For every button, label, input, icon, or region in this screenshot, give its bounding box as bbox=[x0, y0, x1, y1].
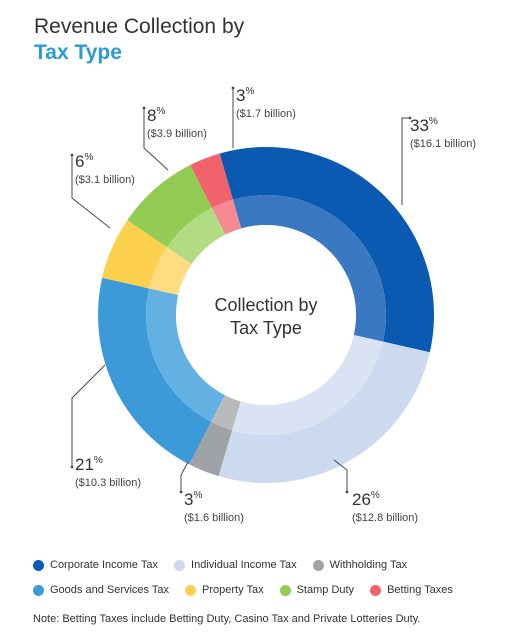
legend-label-corporate-income-tax: Corporate Income Tax bbox=[50, 559, 159, 571]
chart-title-line-1: Revenue Collection by bbox=[34, 15, 245, 38]
donut-slice-goods-and-services-tax bbox=[98, 277, 212, 465]
slice-label-stamp-duty: 8% ($3.9 billion) bbox=[147, 106, 207, 141]
slice-pct-withholding-tax: 3% bbox=[184, 490, 203, 509]
leader-dot-corporate-income-tax bbox=[408, 116, 412, 120]
legend-swatch-individual-income-tax bbox=[174, 559, 186, 571]
leader-dot-betting-taxes bbox=[231, 86, 235, 90]
slice-pct-corporate-income-tax: 33% bbox=[410, 116, 438, 135]
donut-slice-betting-taxes bbox=[190, 153, 233, 208]
donut-inner-slice-stamp-duty bbox=[166, 207, 226, 265]
legend-item-withholding-tax: Withholding Tax bbox=[312, 559, 408, 571]
donut-inner-slice-withholding-tax bbox=[211, 395, 241, 431]
donut-slice-corporate-income-tax bbox=[219, 147, 435, 353]
leader-lines bbox=[70, 86, 412, 494]
slice-pct-property-tax: 6% bbox=[75, 152, 94, 171]
legend-item-individual-income-tax: Individual Income Tax bbox=[174, 559, 297, 571]
legend-label-property-tax: Property Tax bbox=[202, 584, 264, 596]
legend-item-corporate-income-tax: Corporate Income Tax bbox=[33, 559, 158, 571]
legend-swatch-stamp-duty bbox=[279, 584, 291, 596]
donut-inner-slice-betting-taxes bbox=[211, 199, 242, 235]
legend-swatch-withholding-tax bbox=[312, 559, 324, 571]
donut-slice-individual-income-tax bbox=[218, 341, 430, 483]
legend-row-1: Corporate Income Tax Individual Income T… bbox=[33, 559, 503, 571]
donut-inner-slice-goods-and-services-tax bbox=[146, 288, 225, 422]
slice-label-goods-and-services-tax: 21% ($10.3 billion) bbox=[75, 455, 141, 490]
donut-outer-ring bbox=[98, 147, 435, 483]
slice-pct-stamp-duty: 8% bbox=[147, 106, 166, 125]
slice-label-withholding-tax: 3% ($1.6 billion) bbox=[184, 490, 244, 525]
leader-line-withholding-tax bbox=[180, 461, 189, 492]
slice-amount-goods-and-services-tax: ($10.3 billion) bbox=[75, 477, 142, 490]
leader-dot-individual-income-tax bbox=[345, 490, 349, 494]
donut-slice-withholding-tax bbox=[189, 421, 233, 477]
slice-pct-individual-income-tax: 26% bbox=[352, 490, 380, 509]
center-label-line-1: Collection by bbox=[214, 295, 317, 315]
slice-amount-corporate-income-tax: ($16.1 billion) bbox=[410, 138, 477, 151]
leader-line-property-tax bbox=[71, 155, 111, 229]
slice-amount-property-tax: ($3.1 billion) bbox=[75, 174, 135, 187]
leader-dot-stamp-duty bbox=[142, 106, 146, 110]
slice-label-betting-taxes: 3% ($1.7 billion) bbox=[236, 86, 296, 121]
slice-label-individual-income-tax: 26% ($12.8 billion) bbox=[352, 490, 418, 525]
legend-label-withholding-tax: Withholding Tax bbox=[329, 559, 408, 571]
donut-inner-ring bbox=[146, 195, 386, 435]
legend-swatch-property-tax bbox=[185, 584, 197, 596]
donut-inner-slice-corporate-income-tax bbox=[232, 195, 386, 342]
chart-title: Revenue Collection by Tax Type bbox=[34, 14, 244, 66]
slice-amount-individual-income-tax: ($12.8 billion) bbox=[352, 512, 419, 525]
legend-row-2: Goods and Services Tax Property Tax Stam… bbox=[33, 584, 503, 596]
legend-item-property-tax: Property Tax bbox=[185, 584, 264, 596]
leader-line-stamp-duty bbox=[143, 108, 169, 171]
donut-hole bbox=[176, 225, 356, 405]
center-label-line-2: Tax Type bbox=[230, 318, 302, 338]
legend-item-betting-taxes: Betting Taxes bbox=[370, 584, 453, 596]
legend-label-individual-income-tax: Individual Income Tax bbox=[191, 559, 297, 571]
leader-line-individual-income-tax bbox=[333, 459, 348, 492]
legend-item-goods-and-services-tax: Goods and Services Tax bbox=[33, 584, 169, 596]
legend-label-goods-and-services-tax: Goods and Services Tax bbox=[50, 584, 170, 596]
legend-swatch-betting-taxes bbox=[370, 584, 382, 596]
leader-line-corporate-income-tax bbox=[401, 117, 410, 205]
leader-dot-goods-and-services-tax bbox=[70, 465, 74, 469]
slice-pct-goods-and-services-tax: 21% bbox=[75, 455, 103, 474]
legend-swatch-corporate-income-tax bbox=[33, 559, 44, 571]
donut-slice-property-tax bbox=[102, 220, 167, 289]
leader-dot-withholding-tax bbox=[179, 490, 183, 494]
donut-inner-slice-property-tax bbox=[148, 247, 192, 296]
chart-title-line-2: Tax Type bbox=[34, 41, 122, 64]
chart-legend: Corporate Income Tax Individual Income T… bbox=[33, 559, 503, 609]
footnote: Note: Betting Taxes include Betting Duty… bbox=[33, 613, 421, 625]
donut-inner-slice-individual-income-tax bbox=[232, 334, 384, 435]
slice-label-property-tax: 6% ($3.1 billion) bbox=[75, 152, 135, 187]
slice-pct-betting-taxes: 3% bbox=[236, 86, 255, 105]
slice-amount-withholding-tax: ($1.6 billion) bbox=[184, 512, 244, 525]
donut-chart: Collection by Tax Type bbox=[70, 86, 435, 494]
legend-item-stamp-duty: Stamp Duty bbox=[279, 584, 355, 596]
slice-amount-stamp-duty: ($3.9 billion) bbox=[147, 128, 207, 141]
legend-swatch-goods-and-services-tax bbox=[33, 584, 44, 596]
leader-dot-property-tax bbox=[70, 153, 74, 157]
slice-amount-betting-taxes: ($1.7 billion) bbox=[236, 108, 296, 121]
donut-slice-stamp-duty bbox=[127, 165, 212, 248]
legend-label-stamp-duty: Stamp Duty bbox=[296, 584, 355, 596]
slice-label-corporate-income-tax: 33% ($16.1 billion) bbox=[410, 116, 476, 151]
leader-line-goods-and-services-tax bbox=[71, 364, 106, 467]
legend-label-betting-taxes: Betting Taxes bbox=[387, 584, 453, 596]
